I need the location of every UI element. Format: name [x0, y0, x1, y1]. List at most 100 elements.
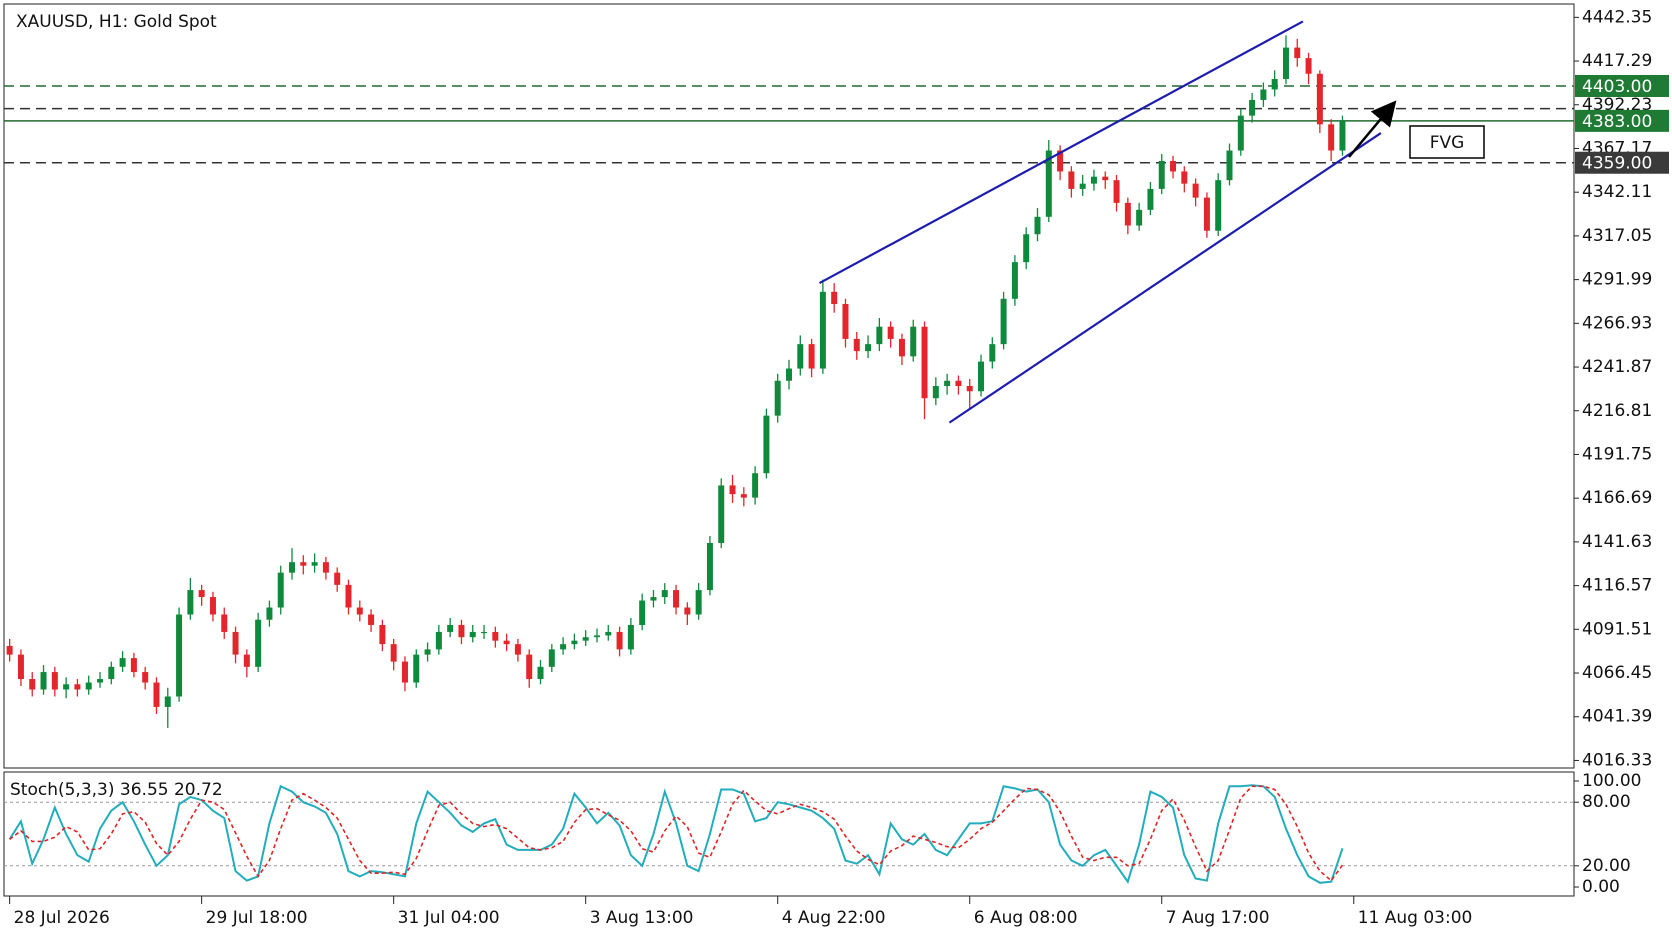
candle-body	[537, 666, 544, 680]
candle-body	[176, 614, 183, 697]
candle-body	[334, 572, 341, 585]
candle-body	[40, 672, 47, 690]
candle-body	[1079, 183, 1086, 189]
candle-body	[842, 304, 849, 339]
candle-body	[153, 682, 160, 707]
x-tick-label: 3 Aug 13:00	[590, 908, 694, 928]
candle-body	[187, 590, 194, 615]
candle-body	[1328, 124, 1335, 151]
candle-body	[774, 380, 781, 416]
y-tick-label: 100.00	[1582, 771, 1641, 791]
candle-body	[130, 658, 137, 673]
fvg-label: FVG	[1430, 133, 1465, 153]
candle-body	[1136, 209, 1143, 226]
y-tick-label: 4291.99	[1582, 270, 1652, 290]
candle-body	[548, 649, 555, 667]
candle-body	[401, 661, 408, 683]
candle-body	[435, 631, 442, 650]
candle-body	[1158, 160, 1165, 189]
candle-body	[1124, 202, 1131, 226]
stoch-title: Stoch(5,3,3) 36.55 20.72	[10, 780, 223, 800]
level-label-bg	[1575, 74, 1669, 97]
candle-body	[1203, 197, 1210, 231]
candle-body	[503, 640, 510, 645]
candle-body	[1181, 171, 1188, 184]
candle-body	[85, 682, 92, 690]
candle-body	[932, 386, 939, 399]
candle-body	[966, 386, 973, 392]
y-tick-label: 4091.51	[1582, 619, 1652, 639]
candle-body	[989, 344, 996, 362]
x-tick-label: 11 Aug 03:00	[1358, 908, 1473, 928]
candle-body	[1147, 188, 1154, 210]
y-tick-label: 20.00	[1582, 856, 1631, 876]
candle-body	[978, 361, 985, 392]
candle-body	[51, 672, 58, 690]
chart-title: XAUUSD, H1: Gold Spot	[16, 12, 217, 32]
candle-body	[955, 380, 962, 386]
candle-body	[1237, 115, 1244, 151]
candle-body	[232, 631, 239, 655]
x-tick-label: 31 Jul 04:00	[398, 908, 500, 928]
candle-body	[289, 562, 296, 573]
candle-body	[1282, 47, 1289, 80]
candle-body	[593, 635, 600, 638]
candle-body	[266, 607, 273, 620]
candle-body	[819, 291, 826, 369]
candle-body	[627, 624, 634, 650]
y-tick-label: 4317.05	[1582, 226, 1652, 246]
candle-body	[729, 485, 736, 495]
y-tick-label: 4066.45	[1582, 663, 1652, 683]
candle-body	[661, 590, 668, 598]
candle-body	[763, 415, 770, 474]
candle-body	[786, 368, 792, 381]
candle-body	[356, 607, 363, 615]
candle-body	[1011, 262, 1018, 299]
candle-body	[6, 645, 13, 655]
candle-body	[97, 679, 104, 683]
y-tick-label: 4342.11	[1582, 182, 1652, 202]
candle-body	[1271, 79, 1278, 90]
y-tick-label: 4442.35	[1582, 7, 1652, 27]
candle-body	[582, 637, 589, 641]
x-tick-label: 6 Aug 08:00	[974, 908, 1078, 928]
y-tick-label: 4141.63	[1582, 532, 1652, 552]
candle-body	[390, 644, 397, 662]
candle-body	[1260, 89, 1267, 100]
candle-body	[887, 326, 894, 339]
candle-body	[650, 597, 657, 601]
candle-body	[1023, 234, 1030, 263]
candle-body	[1045, 150, 1052, 217]
candle-body	[876, 326, 883, 345]
level-label-bg	[1575, 151, 1669, 174]
candle-body	[1000, 298, 1007, 345]
stoch-line	[9, 785, 1344, 882]
x-tick-label: 29 Jul 18:00	[206, 908, 308, 928]
candle-body	[469, 631, 476, 638]
y-tick-label: 4417.29	[1582, 51, 1652, 71]
candle-body	[1249, 99, 1256, 116]
candle-body	[345, 584, 352, 608]
candle-body	[492, 631, 499, 641]
y-tick-label: 4116.57	[1582, 576, 1652, 596]
y-tick-label: 4392.23	[1582, 95, 1652, 115]
candle-body	[921, 326, 928, 399]
arrow	[1348, 100, 1397, 158]
candle-body	[1057, 150, 1064, 172]
candle-body	[17, 654, 24, 680]
candle-body	[255, 619, 262, 667]
candle-body	[164, 696, 171, 707]
y-tick-label: 4191.75	[1582, 444, 1652, 464]
candle-body	[605, 631, 612, 636]
candle-body	[458, 624, 465, 638]
candle-body	[740, 494, 747, 498]
candle-body	[1113, 180, 1120, 203]
candle-body	[29, 679, 36, 690]
y-tick-label: 4216.81	[1582, 401, 1652, 421]
candle-body	[447, 624, 454, 632]
candle-body	[1316, 73, 1323, 125]
x-tick-label: 7 Aug 17:00	[1166, 908, 1270, 928]
candle-body	[481, 631, 488, 634]
candle-body	[944, 380, 951, 386]
